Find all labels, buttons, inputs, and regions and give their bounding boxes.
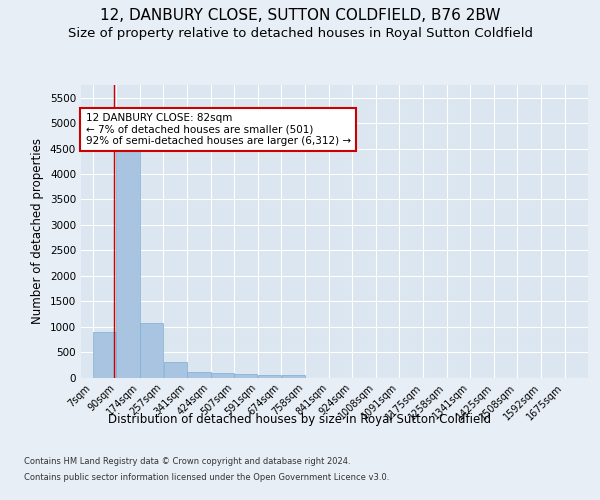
Bar — [187, 372, 211, 378]
Text: Distribution of detached houses by size in Royal Sutton Coldfield: Distribution of detached houses by size … — [109, 412, 491, 426]
Text: Contains public sector information licensed under the Open Government Licence v3: Contains public sector information licen… — [24, 472, 389, 482]
Bar — [93, 332, 116, 378]
Y-axis label: Number of detached properties: Number of detached properties — [31, 138, 44, 324]
Text: Size of property relative to detached houses in Royal Sutton Coldfield: Size of property relative to detached ho… — [67, 28, 533, 40]
Bar — [281, 374, 305, 378]
Text: 12 DANBURY CLOSE: 82sqm
← 7% of detached houses are smaller (501)
92% of semi-de: 12 DANBURY CLOSE: 82sqm ← 7% of detached… — [86, 113, 351, 146]
Bar — [164, 362, 187, 378]
Bar — [211, 374, 234, 378]
Bar — [235, 374, 257, 378]
Bar — [116, 146, 140, 378]
Bar — [258, 374, 281, 378]
Text: 12, DANBURY CLOSE, SUTTON COLDFIELD, B76 2BW: 12, DANBURY CLOSE, SUTTON COLDFIELD, B76… — [100, 8, 500, 22]
Bar — [140, 323, 163, 378]
Text: Contains HM Land Registry data © Crown copyright and database right 2024.: Contains HM Land Registry data © Crown c… — [24, 458, 350, 466]
